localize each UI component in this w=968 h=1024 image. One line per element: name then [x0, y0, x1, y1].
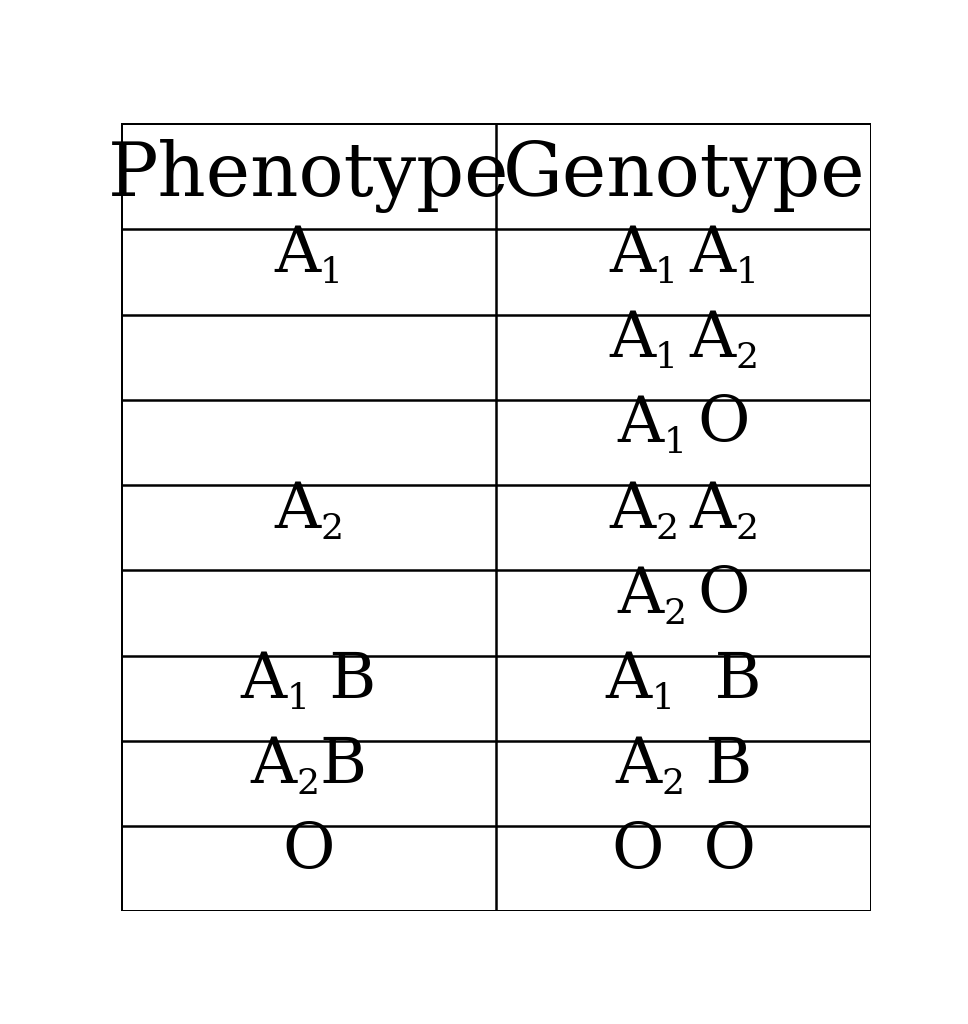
- Text: 1: 1: [655, 256, 678, 290]
- Text: B: B: [310, 650, 377, 712]
- Text: B: B: [675, 650, 762, 712]
- Text: 2: 2: [736, 341, 758, 375]
- Text: 2: 2: [320, 512, 343, 546]
- Text: B: B: [684, 735, 752, 797]
- Text: A: A: [609, 479, 655, 541]
- Text: A: A: [274, 479, 320, 541]
- Text: A: A: [609, 224, 655, 285]
- Text: Genotype: Genotype: [502, 139, 865, 213]
- Text: A: A: [240, 650, 287, 712]
- Text: 1: 1: [287, 682, 310, 716]
- Text: A: A: [605, 650, 651, 712]
- Text: O: O: [611, 820, 663, 882]
- Text: 1: 1: [736, 256, 758, 290]
- Text: A: A: [618, 565, 663, 626]
- Text: A: A: [689, 479, 736, 541]
- Text: 2: 2: [296, 767, 319, 802]
- Text: A: A: [274, 224, 320, 285]
- Text: O: O: [698, 565, 750, 626]
- Text: A: A: [689, 309, 736, 371]
- Text: 2: 2: [661, 767, 684, 802]
- Text: A: A: [618, 394, 663, 456]
- Text: O: O: [283, 820, 335, 882]
- Text: B: B: [319, 735, 367, 797]
- Text: 1: 1: [655, 341, 678, 375]
- Text: 1: 1: [651, 682, 675, 716]
- Text: A: A: [251, 735, 296, 797]
- Text: O: O: [663, 820, 756, 882]
- Text: 2: 2: [663, 597, 686, 631]
- Text: 1: 1: [663, 426, 686, 461]
- Text: A: A: [609, 309, 655, 371]
- Text: Phenotype: Phenotype: [107, 139, 509, 213]
- Text: 2: 2: [736, 512, 758, 546]
- Text: 2: 2: [655, 512, 678, 546]
- Text: A: A: [689, 224, 736, 285]
- Text: O: O: [698, 394, 750, 456]
- Text: A: A: [616, 735, 661, 797]
- Text: 1: 1: [320, 256, 343, 290]
